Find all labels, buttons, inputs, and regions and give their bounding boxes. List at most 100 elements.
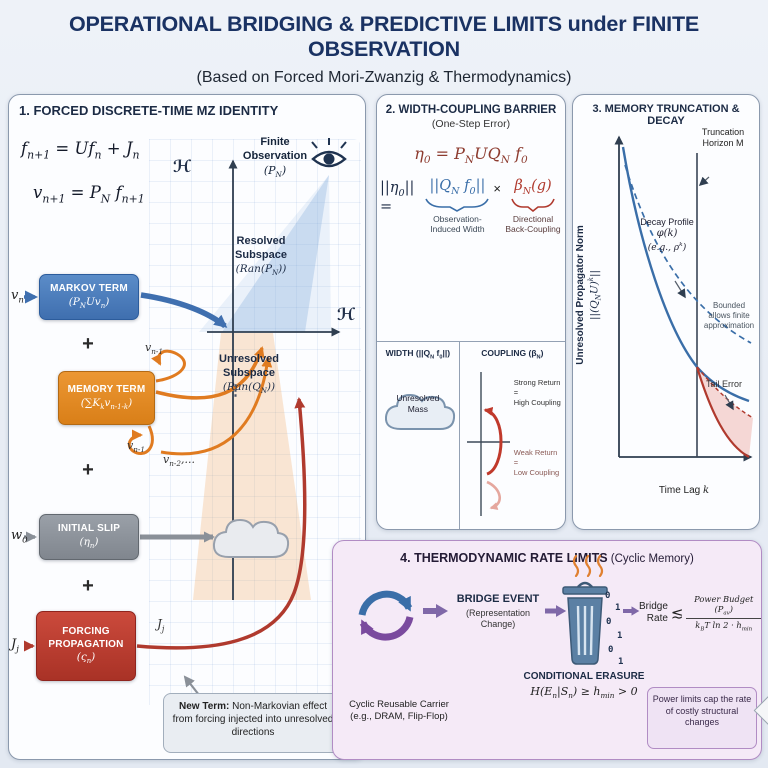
mz-equation-2: vn+1 = PN fn+1 [33,183,145,206]
trash-icon [562,581,608,665]
bit-glyph: 0 [608,645,614,655]
flow-arrow-icon [623,606,640,616]
panel-memory-truncation-decay: 3. MEMORY TRUNCATION & DECAY Unresolved … [572,94,760,530]
markov-to-resolved-arrow [140,292,228,329]
width-header: WIDTH (||QN f0||) [385,348,451,361]
conditional-erasure-label: CONDITIONAL ERASURE H(En|Sn) ≥ hmin > 0 [523,671,645,701]
tail-lower-curve [695,366,750,458]
cloud-icon [212,518,290,558]
mz-equation-1: fn+1 = Ufn + Jn [21,139,140,162]
power-limit-note: Power limits cap the rate of costly stru… [647,687,757,749]
memory-loop-label-bottom: vn-1 [127,439,145,455]
bounded-label: Bounded allows finite approximation [703,301,755,330]
bit-glyph: 1 [617,631,623,641]
observation-cone [222,175,329,332]
decay-chart [614,135,754,462]
rate-limit-fraction: Power Budget (Pav) kBT ln 2 · hmin [686,593,761,633]
decay-profile-label: Decay Profile φ(k) (e.g., ρk) [640,217,694,253]
decay-pointer-arrow [674,280,686,299]
lesssim-sign: ≲ [670,604,684,623]
memory-loop-bottom [127,425,154,455]
forcing-arrow-label: Jj [157,617,165,634]
error-decomposition-equation: ||η0|| = ||QN f0|| Observation-Induced W… [377,178,565,234]
memory-loop-top [151,349,186,383]
bit-glyph: 0 [605,591,611,601]
page-title: OPERATIONAL BRIDGING & PREDICTIVE LIMITS… [68,12,700,61]
eye-icon [311,138,347,168]
cloud-icon [384,393,455,430]
memory-sweep-arrow-2 [160,356,273,456]
memory-sweep-arrow [155,346,265,400]
fraction-denominator: kBT ln 2 · hmin [686,617,761,634]
fraction-numerator: Power Budget (Pav) [694,594,754,617]
weak-coupling-caption: Weak Return = Low Coupling [513,448,560,477]
memory-term-box: MEMORY TERM (∑Kkvn-1-k) [58,371,155,425]
markov-term-box: MARKOV TERM (PNUvn) [39,274,139,320]
weak-return-arrow [486,480,501,511]
slip-input-label: w0 [11,528,28,546]
plus-sign: + [82,333,94,355]
width-column: WIDTH (||QN f0||) Unresolved Mass [377,342,460,529]
page-subtitle: (Based on Forced Mori-Zwanzig & Thermody… [196,69,572,86]
memory-loop-label-bottom2: vn-2,... [163,453,195,469]
recycle-icon [358,590,414,641]
bridge-rate-label: Bridge Rate [639,601,668,625]
hilbert-space-symbol-vertical: ℋ [173,157,192,177]
coupling-column: COUPLING (βN) Strong Return = High Coupl… [460,342,565,529]
panel1-title: 1. FORCED DISCRETE-TIME MZ IDENTITY [19,103,279,118]
coupling-term: βN(g) [514,178,552,198]
observation-cone-outer [199,175,331,332]
bridge-event-label: BRIDGE EVENT (Representation Change) [456,593,540,630]
underbrace-width [425,198,490,212]
cloud-label: Unresolved Mass [396,393,440,414]
coupling-caption: Directional Back-Coupling [505,214,561,235]
forcing-propagation-arrow [136,397,307,650]
decay-bound-curve [624,164,752,344]
underbrace-coupling [511,198,555,213]
tail-upper-curve [696,366,754,419]
flow-arrow-icon [545,605,567,617]
page-header: OPERATIONAL BRIDGING & PREDICTIVE LIMITS… [0,12,768,87]
mz-diagram-canvas [24,138,347,696]
plus-sign: + [82,459,94,481]
forcing-propagation-box: FORCING PROPAGATION (ςn) [36,611,136,681]
flow-arrow-icon [423,604,448,618]
width-coupling-split: WIDTH (||QN f0||) Unresolved Mass COUPLI… [377,341,565,529]
y-axis-label: Unresolved Propagator Norm ||(QNU)k|| [575,225,603,365]
bit-glyph: 0 [606,617,612,627]
panel4-title: 4. THERMODYNAMIC RATE LIMITS (Cyclic Mem… [400,551,694,565]
panel-width-coupling-barrier: 2. WIDTH-COUPLING BARRIER (One-Step Erro… [376,94,566,530]
width-term: ||QN f0|| [429,178,486,198]
new-term-note: New Term: Non-Markovian effect from forc… [163,693,343,753]
x-axis-label: Time Lag k [658,485,710,496]
width-term-group: ||QN f0|| Observation-Induced Width [424,178,490,234]
unresolved-subspace-label: Unresolved Subspace (Ran(QN)) [219,353,279,395]
strong-return-arrow [483,406,503,476]
coupling-term-group: βN(g) Directional Back-Coupling [504,178,562,234]
propagator-norm-curve [621,146,750,403]
unresolved-mass-cloud: Unresolved Mass [379,375,457,433]
bridge-rate-expression: Bridge Rate ≲ Power Budget (Pav) kBT ln … [639,593,761,633]
markov-input-label: vn [11,288,24,306]
one-step-error-equation: η0 = PNUQN f0 [414,144,528,167]
panel2-title: 2. WIDTH-COUPLING BARRIER [385,104,557,116]
truncation-pointer-arrow [698,176,710,186]
continued-terms-dots: ⋮ [228,382,243,399]
bit-glyph: 1 [615,603,621,613]
plus-sign: + [82,575,94,597]
cyclic-carrier-label: Cyclic Reusable Carrier (e.g., DRAM, Fli… [349,699,449,723]
forcing-input-label: Jj [11,637,19,655]
hilbert-space-symbol-horizontal: ℋ [337,305,356,325]
coupling-mini-diagram [466,372,510,516]
panel2-subtitle: (One-Step Error) [431,118,511,130]
resolved-subspace-label: Resolved Subspace (Ran(PN)) [235,235,287,277]
initial-slip-box: INITIAL SLIP (ηn) [39,514,139,560]
bit-glyph: 1 [618,657,624,667]
tail-error-region [697,367,753,457]
strong-coupling-caption: Strong Return = High Coupling [513,378,561,407]
error-norm-lhs: ||η0|| = [380,180,415,216]
panel-mz-identity: 1. FORCED DISCRETE-TIME MZ IDENTITY fn+1… [8,94,366,760]
truncation-horizon-label: Truncation Horizon M [701,127,745,149]
grid-background [149,139,361,705]
note-pointer-arrow [183,675,200,696]
